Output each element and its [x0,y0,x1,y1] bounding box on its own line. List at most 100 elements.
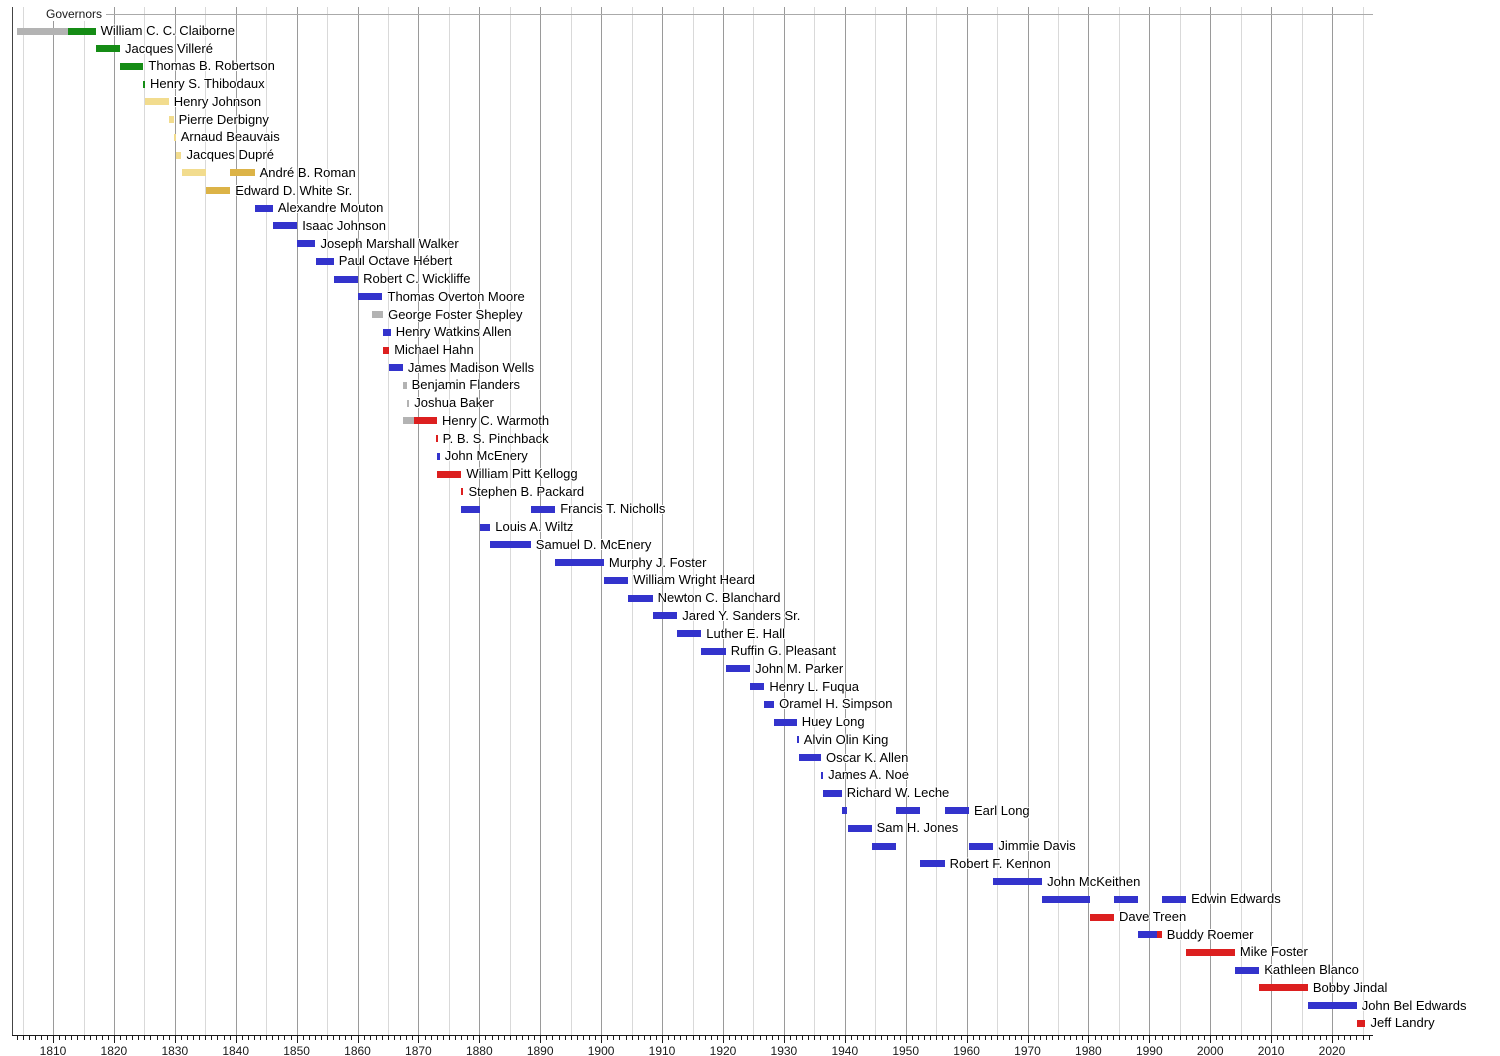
x-axis-minor-tick [923,1036,925,1040]
x-axis-minor-tick [1076,1036,1078,1040]
x-axis-major-tick [905,1036,907,1043]
x-axis-minor-tick [942,1036,944,1040]
governor-term-bar [315,257,334,265]
governor-term-bar [895,807,921,815]
x-axis-minor-tick [881,1036,883,1040]
x-axis-minor-tick [1124,1036,1126,1040]
governor-term-bar [333,275,359,283]
governor-term-bar [175,151,182,159]
gridline-2015 [1301,7,1303,1035]
gridline-2005 [1240,7,1242,1035]
x-axis-minor-tick [1118,1036,1120,1040]
x-axis-minor-tick [1143,1036,1145,1040]
x-axis-minor-tick [272,1036,274,1040]
governor-name-label: Robert F. Kennon [949,855,1051,871]
x-axis-minor-tick [625,1036,627,1040]
x-axis-major-tick [113,1036,115,1043]
x-axis-minor-tick [1319,1036,1321,1040]
x-axis-minor-tick [893,1036,895,1040]
gridline-1930 [783,7,785,1035]
x-axis-minor-tick [1064,1036,1065,1040]
x-axis-minor-tick [65,1036,67,1040]
x-axis-minor-tick [284,1036,286,1040]
x-axis-minor-tick [491,1036,493,1040]
governor-term-bar [358,293,383,301]
governor-name-label: Oramel H. Simpson [779,696,893,712]
governor-term-bar [490,541,531,549]
gridline-1840 [235,7,237,1035]
governor-term-bar [143,80,145,88]
gridline-1965 [997,7,998,1035]
x-axis-minor-tick [205,1036,207,1040]
x-axis-minor-tick [1216,1036,1218,1040]
x-axis-tick-label: 1870 [405,1044,432,1056]
governor-name-label: Paul Octave Hébert [338,253,453,269]
governor-term-bar [436,435,438,443]
x-axis-minor-tick [1185,1036,1187,1040]
x-axis-major-tick [1027,1036,1029,1043]
x-axis-minor-tick [1112,1036,1114,1040]
x-axis-minor-tick [984,1036,986,1040]
x-axis-minor-tick [394,1036,396,1040]
x-axis-minor-tick [339,1036,341,1040]
x-axis-minor-tick [832,1036,834,1040]
x-axis-major-tick [479,1036,481,1043]
x-axis-minor-tick [1295,1036,1297,1040]
x-axis-major-tick [296,1036,298,1043]
x-axis-minor-tick [814,1036,816,1040]
x-axis-minor-tick [254,1036,255,1040]
governor-name-label: Mike Foster [1239,944,1308,960]
x-axis-minor-tick [1301,1036,1303,1040]
x-axis-minor-tick [187,1036,188,1040]
x-axis-minor-tick [71,1036,73,1040]
x-axis-minor-tick [345,1036,347,1040]
x-axis-major-tick [1210,1036,1212,1043]
governor-name-label: P. B. S. Pinchback [442,430,549,446]
x-axis-minor-tick [1258,1036,1260,1040]
gridline-1950 [905,7,907,1035]
x-axis-minor-tick [314,1036,316,1040]
x-axis-minor-tick [503,1036,505,1040]
x-axis-minor-tick [808,1036,810,1040]
governor-term-bar [145,98,169,106]
x-axis-minor-tick [741,1036,743,1040]
governor-name-label: Isaac Johnson [302,217,387,233]
governor-term-bar [798,754,821,761]
governor-name-label: James Madison Wells [407,359,535,375]
governor-term-bar [406,399,410,407]
gridline-1925 [753,7,755,1035]
governor-term-bar [841,807,848,815]
x-axis-minor-tick [936,1036,938,1040]
x-axis-minor-tick [595,1036,597,1040]
x-axis-minor-tick [467,1036,469,1040]
governor-term-bar [479,523,491,531]
gridline-1855 [327,7,329,1035]
governor-term-bar [461,488,464,496]
gridline-1845 [266,7,268,1035]
x-axis-minor-tick [211,1036,213,1040]
x-axis-minor-tick [863,1036,864,1040]
governor-name-label: John McKeithen [1047,873,1141,889]
governor-term-bar [461,505,480,513]
x-axis-minor-tick [406,1036,408,1040]
x-axis-minor-tick [126,1036,128,1040]
x-axis-minor-tick [89,1036,91,1040]
x-axis-minor-tick [1106,1036,1108,1040]
governor-name-label: Henry Johnson [173,93,262,109]
x-axis-minor-tick [1350,1036,1352,1040]
governor-term-bar [230,169,255,177]
x-axis-minor-tick [34,1036,36,1040]
x-axis-tick-label: 1810 [39,1044,67,1056]
x-axis-minor-tick [333,1036,335,1040]
governor-name-label: Alexandre Mouton [277,200,384,216]
x-axis-minor-tick [1045,1036,1047,1040]
governor-term-bar [1138,931,1157,939]
x-axis-major-tick [783,1036,785,1043]
x-axis-minor-tick [430,1036,432,1040]
governor-term-bar [414,417,437,425]
x-axis-minor-tick [997,1036,998,1040]
gridline-1865 [388,7,389,1035]
x-axis-tick-label: 1970 [1014,1044,1041,1056]
gridline-1920 [723,7,724,1035]
x-axis-minor-tick [930,1036,931,1040]
